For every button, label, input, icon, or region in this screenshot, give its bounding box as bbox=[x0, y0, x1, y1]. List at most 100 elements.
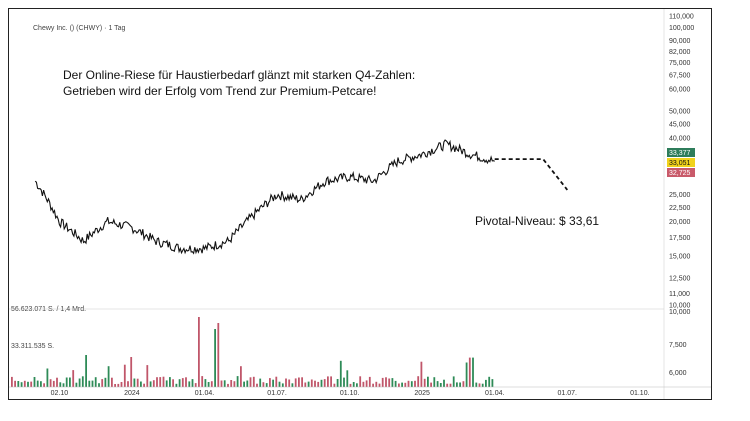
volume-bar bbox=[107, 366, 110, 387]
volume-bar bbox=[430, 382, 432, 387]
volume-bar bbox=[362, 381, 365, 387]
volume-bar bbox=[223, 380, 226, 387]
volume-bar bbox=[410, 381, 413, 387]
volume-bar bbox=[365, 380, 368, 387]
volume-bar bbox=[417, 376, 420, 387]
y-tick-label: 40,000 bbox=[669, 136, 691, 143]
volume-bar bbox=[423, 378, 426, 387]
volume-bar bbox=[491, 379, 494, 387]
volume-bar bbox=[462, 381, 465, 387]
volume-bar bbox=[336, 379, 339, 387]
volume-bar bbox=[198, 317, 200, 387]
volume-bar bbox=[236, 376, 239, 387]
volume-bar bbox=[485, 379, 487, 387]
volume-bar bbox=[52, 380, 55, 387]
price-tag-label: 33,051 bbox=[669, 160, 691, 167]
y-tick-label: 50,000 bbox=[669, 109, 691, 116]
volume-bar bbox=[227, 383, 229, 387]
volume-bar bbox=[181, 378, 184, 387]
volume-bar bbox=[275, 376, 278, 387]
volume-bar bbox=[104, 377, 107, 387]
volume-bar bbox=[472, 357, 474, 387]
volume-bar bbox=[72, 370, 75, 387]
volume-bar bbox=[262, 382, 265, 387]
y-tick-label: 25,000 bbox=[669, 192, 691, 199]
volume-bar bbox=[249, 377, 252, 387]
volume-bar bbox=[207, 382, 210, 387]
x-tick-label: 01.10. bbox=[630, 390, 650, 397]
price-series-line bbox=[34, 139, 495, 255]
volume-bar bbox=[149, 381, 152, 387]
volume-bar bbox=[256, 383, 258, 387]
volume-bar bbox=[201, 376, 204, 387]
pivot-label: Pivotal-Niveau: $ 33,61 bbox=[475, 214, 600, 228]
volume-bar bbox=[59, 382, 62, 387]
volume-panel bbox=[11, 317, 494, 387]
volume-bar bbox=[214, 329, 216, 387]
volume-bar bbox=[62, 383, 65, 387]
volume-bar bbox=[265, 383, 268, 387]
volume-bar bbox=[446, 383, 449, 387]
y-tick-label: 22,500 bbox=[669, 205, 691, 212]
volume-bar bbox=[272, 379, 274, 387]
y-tick-label: 110,000 bbox=[669, 14, 694, 21]
volume-bar bbox=[127, 381, 129, 387]
volume-bar bbox=[465, 362, 468, 387]
volume-bar bbox=[159, 377, 162, 387]
volume-bar bbox=[111, 377, 113, 387]
volume-bar bbox=[401, 382, 403, 387]
volume-tick-label: 6,000 bbox=[669, 370, 687, 377]
volume-bar bbox=[101, 379, 104, 387]
volume-bar bbox=[414, 380, 416, 387]
volume-bar bbox=[117, 383, 120, 387]
volume-bar bbox=[443, 379, 445, 387]
volume-bar bbox=[188, 381, 191, 387]
volume-bar bbox=[43, 383, 45, 387]
volume-bar bbox=[156, 377, 158, 387]
volume-bar bbox=[327, 376, 329, 387]
volume-bar bbox=[204, 379, 207, 387]
price-chart[interactable]: 110,000 100,000 90,000 82,000 75,000 67,500 60… bbox=[9, 9, 712, 400]
volume-bar bbox=[91, 380, 94, 387]
headline-line-1: Der Online-Riese für Haustierbedarf glän… bbox=[63, 68, 416, 82]
volume-bar bbox=[391, 378, 394, 387]
volume-bar bbox=[459, 382, 461, 387]
volume-bar bbox=[81, 376, 84, 387]
y-tick-label: 60,000 bbox=[669, 87, 691, 94]
x-tick-label: 01.04. bbox=[485, 390, 505, 397]
volume-bar bbox=[352, 382, 355, 387]
price-tag bbox=[667, 158, 695, 167]
volume-bar bbox=[152, 380, 155, 387]
volume-bar bbox=[85, 355, 87, 387]
volume-bar bbox=[88, 380, 91, 387]
volume-bar bbox=[294, 378, 297, 387]
y-tick-label: 20,000 bbox=[669, 219, 691, 226]
volume-bar bbox=[169, 377, 171, 387]
volume-bar bbox=[343, 377, 345, 387]
x-tick-label: 01.07. bbox=[267, 390, 287, 397]
volume-bar bbox=[49, 379, 52, 387]
volume-tick-label: 10,000 bbox=[669, 309, 691, 316]
volume-bar bbox=[162, 376, 165, 387]
volume-label-top: 56.623.071 S. / 1,4 Mrd. bbox=[11, 306, 87, 313]
x-axis: 02.10 2024 01.04. 01.07. 01.10. 2025 01.04. 01.… bbox=[51, 390, 650, 397]
volume-bar bbox=[420, 361, 423, 387]
volume-bar bbox=[136, 378, 139, 387]
volume-bar bbox=[178, 379, 181, 387]
volume-bar bbox=[94, 377, 97, 387]
x-tick-label: 2024 bbox=[124, 390, 140, 397]
volume-bar bbox=[210, 381, 213, 387]
volume-bar bbox=[359, 376, 362, 387]
volume-bar bbox=[381, 377, 384, 387]
volume-bar bbox=[475, 382, 478, 387]
y-tick-label: 17,500 bbox=[669, 235, 691, 242]
volume-bar bbox=[252, 376, 255, 387]
volume-bar bbox=[191, 379, 194, 387]
volume-bar bbox=[65, 377, 68, 387]
volume-bar bbox=[468, 357, 471, 387]
volume-bar bbox=[288, 379, 291, 387]
volume-bar bbox=[259, 378, 262, 387]
volume-tick-label: 7,500 bbox=[669, 342, 687, 349]
instrument-title: Chewy Inc. () (CHWY) · 1 Tag bbox=[33, 25, 126, 32]
volume-bar bbox=[439, 383, 442, 387]
